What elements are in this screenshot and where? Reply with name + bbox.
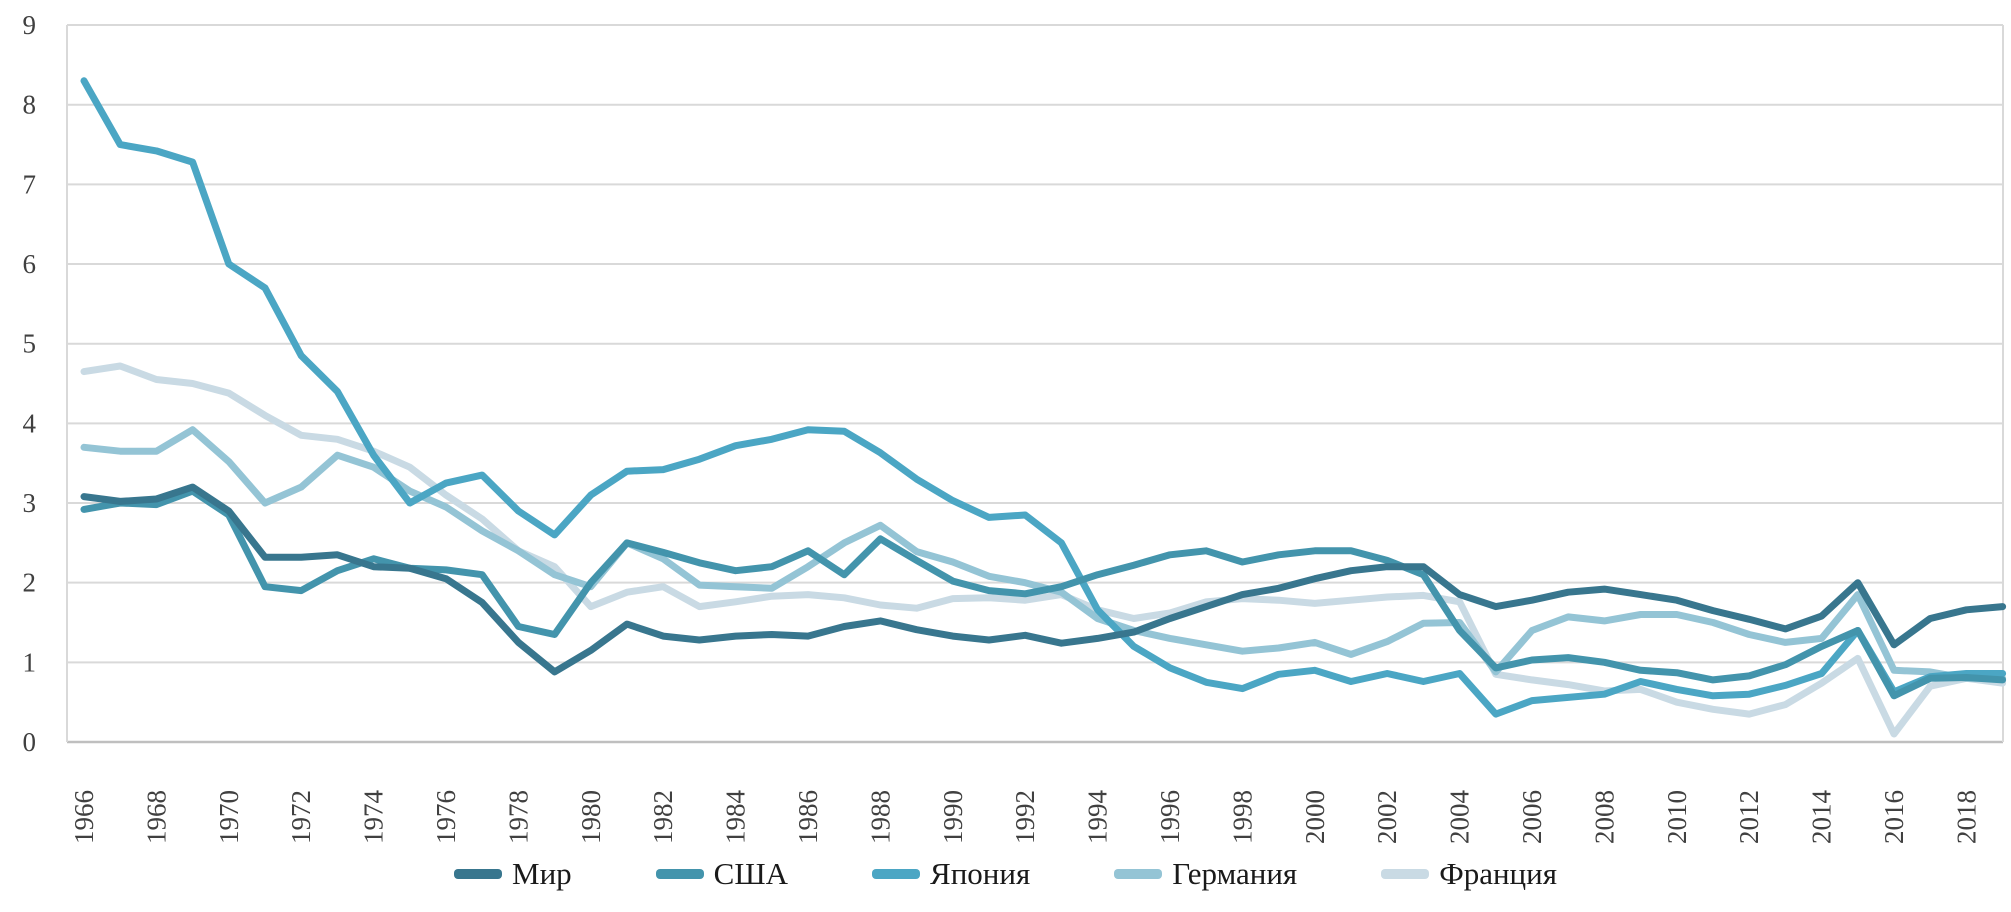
x-tick-label: 2004 — [1445, 790, 1475, 845]
series-lines — [80, 77, 2007, 738]
legend-item-мир: Мир — [454, 858, 572, 889]
legend-item-сша: США — [655, 856, 789, 891]
x-tick-label: 2008 — [1589, 790, 1619, 844]
x-tick-label: 2002 — [1372, 790, 1402, 844]
x-tick-label: 2000 — [1300, 790, 1330, 844]
legend-label: Япония — [930, 856, 1031, 891]
y-tick-label: 8 — [23, 90, 37, 120]
legend-item-япония: Япония — [872, 858, 1030, 889]
x-tick-label: 1976 — [431, 790, 461, 844]
y-tick-label: 7 — [23, 169, 37, 199]
y-tick-label: 1 — [23, 647, 37, 677]
y-tick-label: 0 — [23, 727, 37, 757]
legend-swatch — [872, 868, 921, 879]
x-tick-label: 2010 — [1662, 790, 1692, 844]
legend-item-франция: Франция — [1381, 858, 1557, 889]
x-tick-label: 1998 — [1227, 790, 1257, 844]
x-tick-label: 1984 — [721, 790, 751, 845]
x-tick-label: 2018 — [1951, 790, 1981, 844]
x-tick-label: 1986 — [793, 790, 823, 844]
x-tick-label: 1968 — [141, 790, 171, 844]
y-tick-label: 3 — [23, 488, 37, 518]
x-tick-label: 1978 — [503, 790, 533, 844]
y-tick-label: 4 — [23, 408, 37, 438]
series-line-сша — [80, 487, 2007, 700]
y-tick-label: 2 — [23, 568, 37, 598]
y-tick-label: 9 — [23, 10, 37, 40]
x-tick-label: 2012 — [1734, 790, 1764, 844]
legend-swatch — [1114, 868, 1163, 879]
x-tick-label: 2016 — [1879, 790, 1909, 844]
legend-label: Франция — [1439, 856, 1557, 891]
x-tick-label: 1970 — [214, 790, 244, 844]
x-tick-label: 2006 — [1517, 790, 1547, 844]
x-axis-tick-labels: 1966 1968 1970 1972 1974 1976 1978 1980 1982 1984… — [69, 790, 1981, 845]
x-tick-label: 1980 — [576, 790, 606, 844]
series-line-мир — [80, 483, 2007, 676]
legend-label: Мир — [512, 856, 572, 891]
x-tick-label: 1992 — [1010, 790, 1040, 844]
legend-item-германия: Германия — [1114, 858, 1297, 889]
y-tick-label: 6 — [23, 249, 37, 279]
y-axis-tick-labels: 0 1 2 3 4 5 6 7 8 9 — [23, 10, 37, 757]
legend-swatch — [1381, 868, 1430, 879]
x-tick-label: 1994 — [1083, 790, 1113, 845]
x-tick-label: 1990 — [938, 790, 968, 844]
x-tick-label: 1966 — [69, 790, 99, 844]
x-tick-label: 1982 — [648, 790, 678, 844]
x-tick-label: 1972 — [286, 790, 316, 844]
series-line-япония — [80, 77, 2007, 718]
chart-legend: Мир США Япония Германия Франция — [0, 858, 2011, 889]
x-tick-label: 1996 — [1155, 790, 1185, 844]
x-tick-label: 1988 — [865, 790, 895, 844]
legend-swatch — [655, 868, 704, 879]
x-tick-label: 1974 — [359, 790, 389, 845]
legend-label: Германия — [1172, 856, 1298, 891]
legend-label: США — [713, 856, 789, 891]
x-tick-label: 2014 — [1807, 790, 1837, 845]
gridlines — [66, 24, 2004, 744]
series-line-франция — [80, 362, 2007, 738]
y-tick-label: 5 — [23, 329, 37, 359]
legend-swatch — [454, 868, 503, 879]
